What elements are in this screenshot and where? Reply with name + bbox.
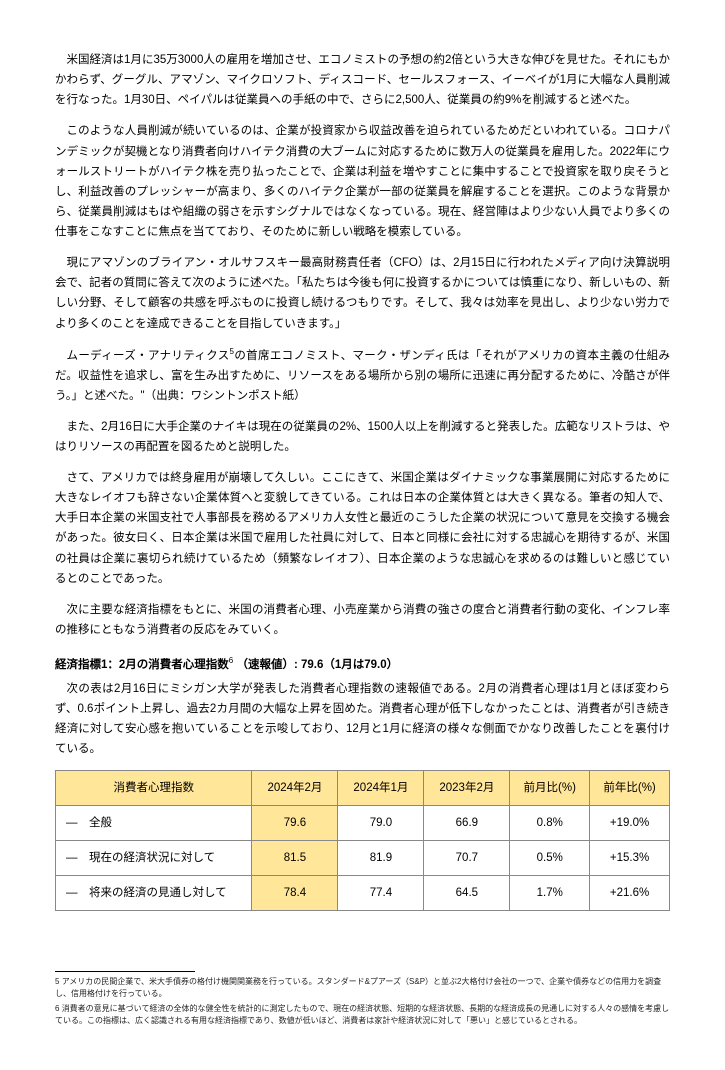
paragraph-4: ムーディーズ・アナリティクス5の首席エコノミスト、マーク・ザンディ氏は「それがア…	[55, 345, 670, 406]
paragraph-5: また、2月16日に大手企業のナイキは現在の従業員の2%、1500人以上を削減する…	[55, 417, 670, 457]
paragraph-8: 次の表は2月16日にミシガン大学が発表した消費者心理指数の速報値である。2月の消…	[55, 679, 670, 760]
table-cell: 64.5	[424, 875, 510, 910]
table-cell: 0.5%	[510, 840, 590, 875]
footnote-5-text: アメリカの民間企業で、米大手債券の格付け機関関業務を行っている。スタンダード&プ…	[55, 977, 661, 998]
table-cell: 79.0	[338, 805, 424, 840]
section-heading: 経済指標1：2月の消費者心理指数6 （速報値）: 79.6（1月は79.0）	[55, 654, 670, 675]
consumer-sentiment-table: 消費者心理指数2024年2月2024年1月2023年2月前月比(%)前年比(%)…	[55, 770, 670, 912]
footnote-5-num: 5	[55, 977, 59, 986]
table-cell: 70.7	[424, 840, 510, 875]
table-header-cell: 2023年2月	[424, 770, 510, 805]
table-row: — 全般79.679.066.90.8%+19.0%	[56, 805, 670, 840]
table-cell: +19.0%	[590, 805, 670, 840]
table-row: — 現在の経済状況に対して81.581.970.70.5%+15.3%	[56, 840, 670, 875]
table-cell: 81.5	[252, 840, 338, 875]
table-header-cell: 2024年1月	[338, 770, 424, 805]
heading-part-b: （速報値）: 79.6（1月は79.0）	[236, 659, 398, 671]
table-header-cell: 前年比(%)	[590, 770, 670, 805]
paragraph-7: 次に主要な経済指標をもとに、米国の消費者心理、小売産業から消費の強さの度合と消費…	[55, 600, 670, 640]
table-cell: +15.3%	[590, 840, 670, 875]
table-header-cell: 2024年2月	[252, 770, 338, 805]
table-cell: 79.6	[252, 805, 338, 840]
table-body: — 全般79.679.066.90.8%+19.0%— 現在の経済状況に対して8…	[56, 805, 670, 910]
paragraph-2: このような人員削減が続いているのは、企業が投資家から収益改善を迫られているためだ…	[55, 121, 670, 242]
table-cell: 0.8%	[510, 805, 590, 840]
paragraph-3: 現にアマゾンのブライアン・オルサフスキー最高財務責任者（CFO）は、2月15日に…	[55, 253, 670, 334]
table-header-cell: 消費者心理指数	[56, 770, 252, 805]
table-cell: +21.6%	[590, 875, 670, 910]
footnote-5: 5 アメリカの民間企業で、米大手債券の格付け機関関業務を行っている。スタンダード…	[55, 976, 670, 1001]
p4-part-a: ムーディーズ・アナリティクス	[67, 349, 230, 361]
table-header-row: 消費者心理指数2024年2月2024年1月2023年2月前月比(%)前年比(%)	[56, 770, 670, 805]
footnotes-block: 5 アメリカの民間企業で、米大手債券の格付け機関関業務を行っている。スタンダード…	[55, 976, 670, 1028]
heading-part-a: 経済指標1：2月の消費者心理指数	[55, 659, 229, 671]
table-cell: 78.4	[252, 875, 338, 910]
table-row: — 将来の経済の見通し対して78.477.464.51.7%+21.6%	[56, 875, 670, 910]
table-cell: 1.7%	[510, 875, 590, 910]
footnote-ref-6: 6	[229, 656, 233, 665]
footnote-separator	[55, 971, 195, 972]
table-cell: 77.4	[338, 875, 424, 910]
paragraph-1: 米国経済は1月に35万3000人の雇用を増加させ、エコノミストの予想の約2倍とい…	[55, 50, 670, 110]
table-cell: 81.9	[338, 840, 424, 875]
table-cell: — 将来の経済の見通し対して	[56, 875, 252, 910]
table-cell: — 全般	[56, 805, 252, 840]
footnote-6-text: 消費者の意見に基づいて経済の全体的な健全性を統計的に測定したもので、現在の経済状…	[55, 1004, 669, 1025]
table-cell: 66.9	[424, 805, 510, 840]
paragraph-6: さて、アメリカでは終身雇用が崩壊して久しい。ここにきて、米国企業はダイナミックな…	[55, 468, 670, 589]
table-header-cell: 前月比(%)	[510, 770, 590, 805]
table-cell: — 現在の経済状況に対して	[56, 840, 252, 875]
footnote-6-num: 6	[55, 1004, 59, 1013]
